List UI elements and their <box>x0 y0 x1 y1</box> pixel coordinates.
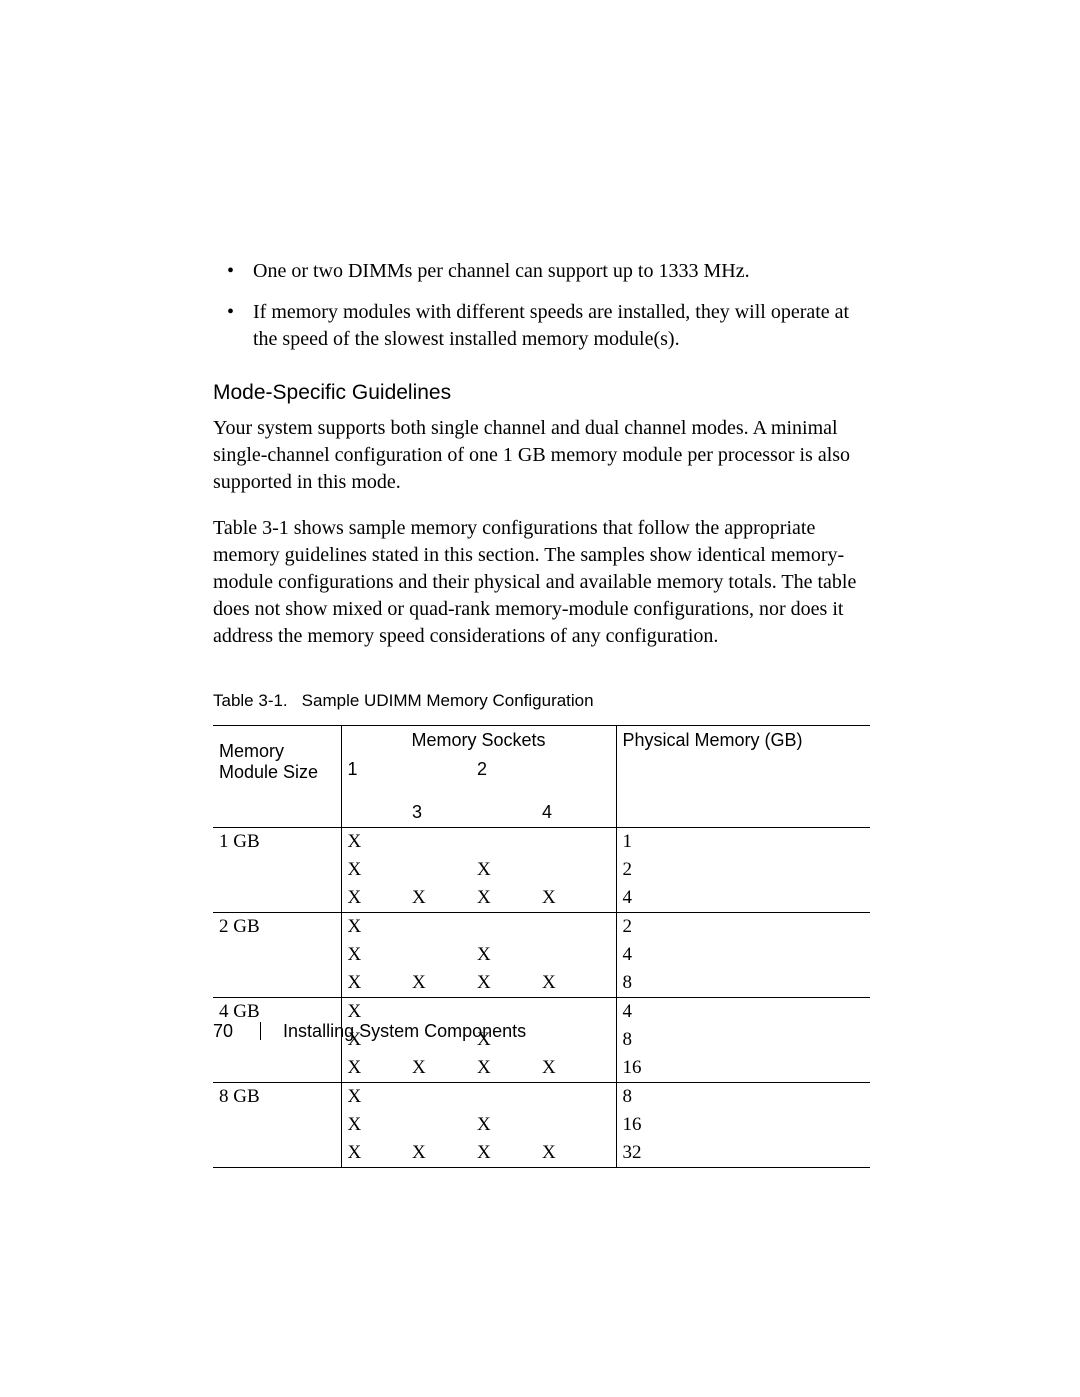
th-socket-blank <box>406 755 471 798</box>
cell-socket <box>536 1082 616 1111</box>
th-module-size: Memory Module Size <box>213 725 341 798</box>
table-caption-label: Table 3-1. <box>213 691 288 710</box>
cell-socket: X <box>341 884 406 913</box>
th-socket-blank <box>536 755 616 798</box>
th-memory-sockets: Memory Sockets <box>341 725 616 755</box>
cell-socket <box>536 941 616 969</box>
cell-physical: 8 <box>616 1026 870 1054</box>
cell-physical: 8 <box>616 969 870 998</box>
cell-socket <box>536 912 616 941</box>
cell-socket: X <box>471 941 536 969</box>
cell-socket <box>406 912 471 941</box>
cell-socket: X <box>536 1139 616 1168</box>
cell-socket <box>471 912 536 941</box>
cell-socket <box>406 941 471 969</box>
cell-socket: X <box>471 1111 536 1139</box>
cell-socket: X <box>471 1139 536 1168</box>
cell-socket: X <box>341 969 406 998</box>
page-footer: 70 Installing System Components <box>213 1021 548 1042</box>
document-page: • One or two DIMMs per channel can suppo… <box>0 0 1080 1397</box>
bullet-item: • If memory modules with different speed… <box>253 299 870 353</box>
cell-socket <box>536 1111 616 1139</box>
cell-physical: 32 <box>616 1139 870 1168</box>
cell-socket: X <box>471 969 536 998</box>
cell-module-size: 2 GB <box>213 912 341 997</box>
cell-physical: 2 <box>616 912 870 941</box>
cell-physical: 8 <box>616 1082 870 1111</box>
cell-socket: X <box>341 1139 406 1168</box>
th-socket-3: 3 <box>406 798 471 828</box>
paragraph: Table 3-1 shows sample memory configurat… <box>213 515 870 651</box>
page-number: 70 <box>213 1021 233 1042</box>
cell-physical: 16 <box>616 1054 870 1083</box>
cell-socket: X <box>341 1054 406 1083</box>
cell-socket: X <box>471 856 536 884</box>
paragraph: Your system supports both single channel… <box>213 415 870 497</box>
cell-socket: X <box>406 884 471 913</box>
cell-physical: 16 <box>616 1111 870 1139</box>
cell-socket: X <box>536 1054 616 1083</box>
cell-socket: X <box>536 884 616 913</box>
th-blank <box>213 798 341 828</box>
memory-config-table: Memory Module Size Memory Sockets Physic… <box>213 725 870 1168</box>
cell-socket: X <box>406 969 471 998</box>
cell-socket <box>406 1111 471 1139</box>
bullet-dot-icon: • <box>227 299 234 326</box>
table-caption: Table 3-1. Sample UDIMM Memory Configurat… <box>213 691 870 711</box>
cell-physical: 4 <box>616 884 870 913</box>
cell-socket <box>471 1082 536 1111</box>
cell-physical: 2 <box>616 856 870 884</box>
cell-physical: 1 <box>616 827 870 856</box>
cell-physical: 4 <box>616 997 870 1026</box>
bullet-text: One or two DIMMs per channel can support… <box>253 260 750 282</box>
cell-socket: X <box>341 912 406 941</box>
cell-socket: X <box>341 941 406 969</box>
bullet-text: If memory modules with different speeds … <box>253 301 849 350</box>
cell-socket: X <box>406 1139 471 1168</box>
cell-module-size: 8 GB <box>213 1082 341 1167</box>
th-socket-blank <box>341 798 406 828</box>
th-physical-memory: Physical Memory (GB) <box>616 725 870 827</box>
bullet-dot-icon: • <box>227 258 234 285</box>
cell-module-size: 1 GB <box>213 827 341 912</box>
footer-section-title: Installing System Components <box>260 1022 526 1040</box>
cell-socket: X <box>471 1054 536 1083</box>
cell-physical: 4 <box>616 941 870 969</box>
th-socket-2: 2 <box>471 755 536 798</box>
th-socket-4: 4 <box>536 798 616 828</box>
cell-socket: X <box>471 884 536 913</box>
section-heading: Mode-Specific Guidelines <box>213 381 870 405</box>
cell-socket: X <box>341 1082 406 1111</box>
cell-socket: X <box>341 856 406 884</box>
cell-socket <box>406 827 471 856</box>
table-caption-title: Sample UDIMM Memory Configuration <box>302 691 594 710</box>
cell-socket <box>536 827 616 856</box>
cell-socket <box>536 856 616 884</box>
th-socket-blank <box>471 798 536 828</box>
cell-socket: X <box>406 1054 471 1083</box>
cell-socket: X <box>536 969 616 998</box>
cell-socket <box>406 1082 471 1111</box>
cell-socket: X <box>341 1111 406 1139</box>
bullet-list: • One or two DIMMs per channel can suppo… <box>213 258 870 353</box>
cell-socket: X <box>341 827 406 856</box>
cell-socket <box>471 827 536 856</box>
th-socket-1: 1 <box>341 755 406 798</box>
bullet-item: • One or two DIMMs per channel can suppo… <box>253 258 870 285</box>
cell-socket <box>406 856 471 884</box>
